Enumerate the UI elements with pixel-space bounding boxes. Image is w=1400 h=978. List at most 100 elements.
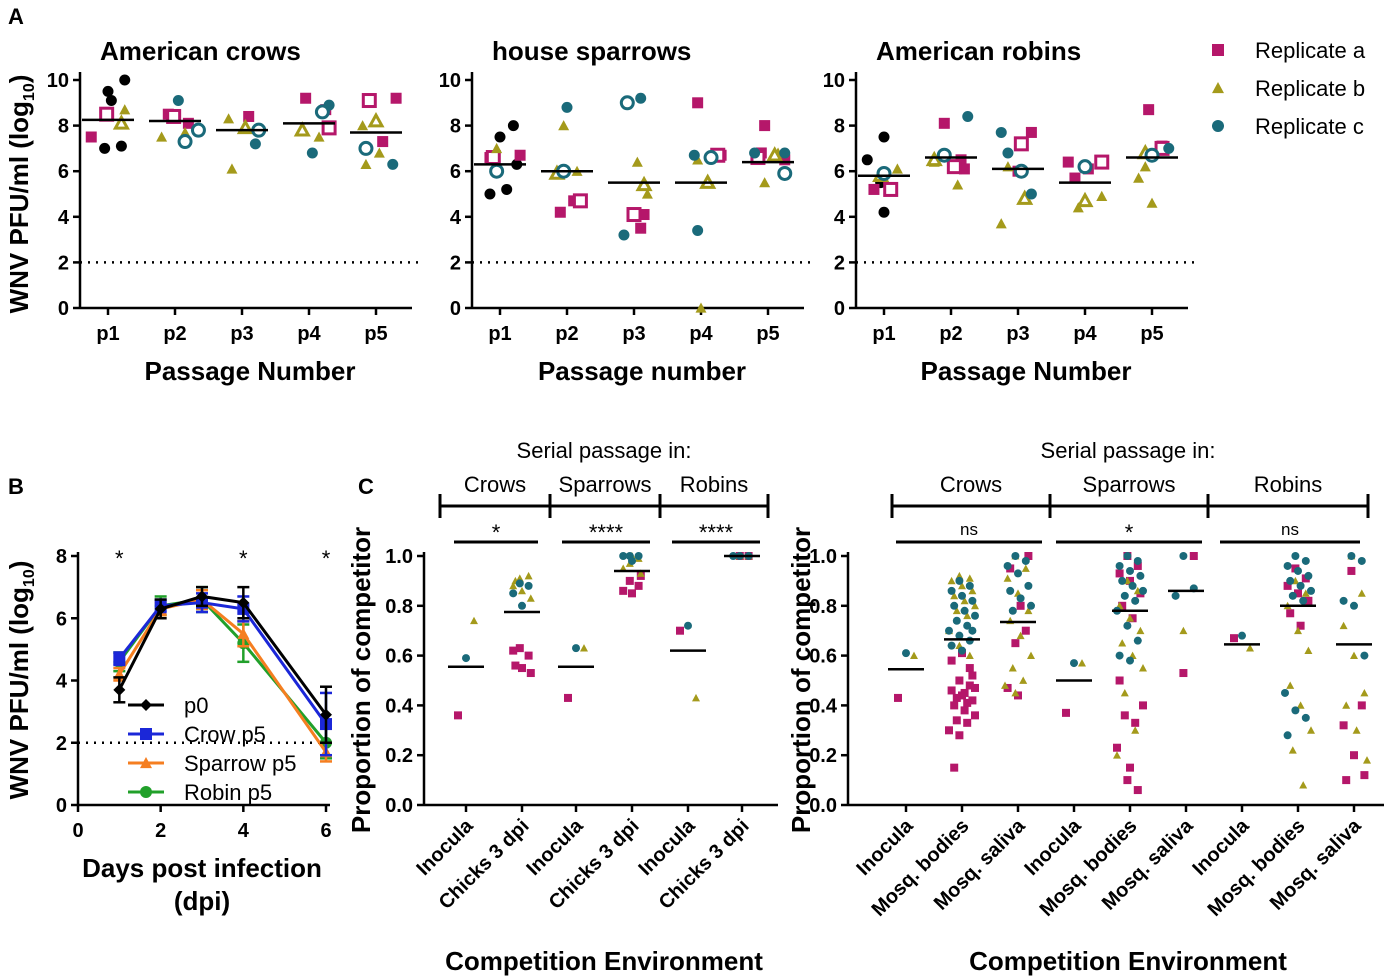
x-tick-label: p4 (1073, 323, 1097, 345)
data-point (1139, 586, 1147, 595)
y-tick-label: 2 (56, 733, 67, 755)
data-point (115, 140, 127, 152)
x-tick-label: Mosq. bodies (1036, 815, 1142, 921)
x-tick-label: Mosq. bodies (1204, 815, 1310, 921)
legend-marker (140, 757, 152, 769)
y-tick-label: 2 (834, 252, 845, 274)
data-point (320, 708, 332, 721)
data-point (1281, 688, 1289, 697)
y-tick-label: 0 (834, 298, 845, 320)
y-tick-label: 0 (450, 298, 461, 320)
data-point (958, 163, 970, 175)
data-point (947, 641, 956, 650)
data-point (1350, 751, 1358, 760)
data-point (1136, 571, 1145, 580)
y-tick-label: 8 (56, 546, 67, 568)
data-point (1115, 676, 1124, 685)
data-point (925, 150, 943, 167)
data-point (963, 718, 972, 727)
x-tick-label: p3 (622, 323, 645, 345)
significance-label: ns (960, 520, 978, 539)
data-point (938, 117, 950, 129)
data-point (1283, 581, 1292, 590)
data-point (779, 147, 791, 159)
data-point (489, 163, 505, 179)
data-point (876, 165, 892, 181)
data-point (971, 611, 979, 620)
data-point (955, 676, 964, 685)
data-point (357, 120, 369, 131)
y-tick-label: 8 (58, 116, 69, 138)
data-point (105, 95, 117, 107)
data-point (113, 652, 126, 665)
data-point (226, 163, 238, 174)
data-point (300, 92, 312, 104)
data-point (1246, 644, 1254, 652)
data-point (507, 120, 519, 132)
data-point (958, 581, 966, 590)
data-point (965, 581, 974, 590)
data-point (1016, 631, 1025, 640)
data-point (631, 156, 643, 167)
data-point (688, 149, 700, 161)
data-point (952, 716, 961, 725)
data-point (182, 117, 194, 129)
x-tick-label: p2 (163, 323, 186, 345)
data-point (1307, 726, 1315, 734)
data-point (635, 175, 653, 192)
data-point (861, 154, 873, 166)
data-point (172, 95, 184, 107)
data-point (1027, 651, 1035, 659)
data-point (968, 696, 977, 705)
data-point (485, 150, 501, 166)
panel-title: American robins (876, 36, 1081, 66)
y-tick-label: 4 (58, 207, 70, 229)
data-point (968, 596, 977, 605)
data-point (1123, 621, 1132, 630)
data-point (968, 626, 977, 635)
y-tick-label: 0 (56, 795, 67, 817)
legend-label: Replicate b (1255, 76, 1365, 101)
data-point (1113, 751, 1121, 759)
y-tick-label: 4 (834, 207, 846, 229)
y-tick-label: 6 (450, 161, 461, 183)
data-point (1144, 147, 1160, 163)
legend-label: Crow p5 (184, 722, 266, 747)
data-point (373, 147, 385, 158)
data-point (1304, 571, 1313, 580)
data-point (1123, 776, 1132, 785)
data-point (179, 126, 191, 138)
y-tick-label: 2 (58, 252, 69, 274)
data-point (1294, 626, 1302, 635)
data-point (965, 664, 974, 673)
data-point (1025, 126, 1037, 138)
data-point (634, 552, 643, 560)
data-point (950, 591, 959, 600)
data-point (509, 646, 518, 655)
data-point (1024, 552, 1033, 560)
group-label: Robins (680, 472, 748, 497)
x-axis-label: Days post infection (82, 853, 322, 883)
data-point (462, 654, 470, 663)
data-point (509, 589, 518, 598)
y-axis-label: WNV PFU/ml (log10) (4, 75, 38, 314)
data-point (946, 159, 962, 175)
data-point (947, 586, 956, 595)
x-tick-label: p4 (689, 323, 713, 345)
data-point (518, 586, 526, 595)
data-point (960, 706, 969, 715)
x-axis-label: Competition Environment (445, 946, 763, 976)
legend-label: Robin p5 (184, 780, 272, 805)
data-point (635, 222, 647, 234)
data-point (947, 656, 956, 665)
data-point (1363, 756, 1371, 764)
data-point (524, 651, 533, 660)
legend-label: Replicate c (1255, 114, 1364, 139)
data-point (501, 183, 513, 195)
data-point (580, 644, 588, 652)
data-point (119, 104, 131, 115)
significance-star: * (115, 546, 124, 571)
data-point (894, 693, 902, 702)
data-point (1301, 713, 1310, 722)
data-point (1118, 576, 1127, 585)
